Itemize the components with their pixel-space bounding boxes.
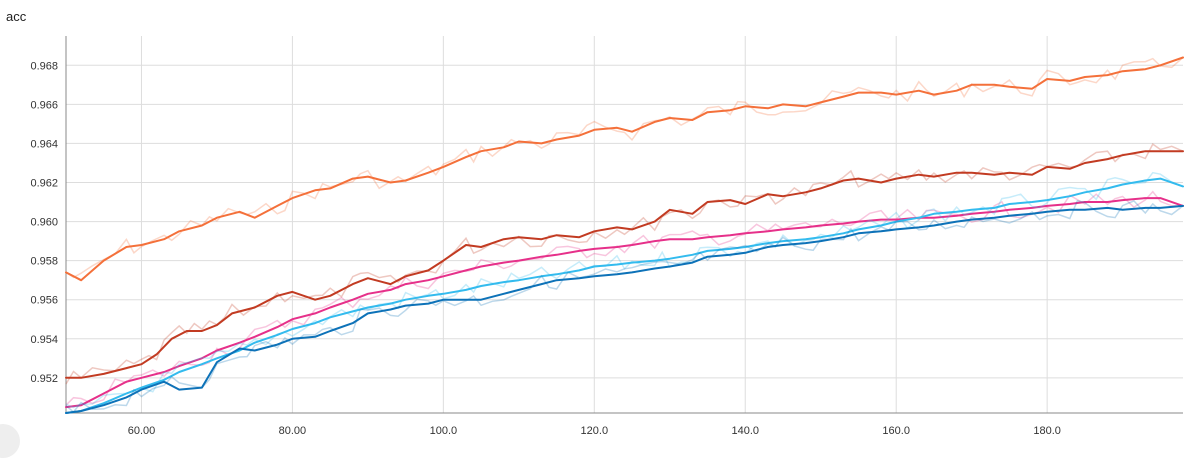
series-raw-line [65,190,1184,406]
series-raw-line [65,142,1184,385]
y-tick-label: 0.968 [30,60,58,72]
x-tick-label: 120.0 [581,425,609,437]
grid [66,36,1183,413]
series-line[interactable] [65,150,1184,379]
y-tick-label: 0.960 [30,217,58,229]
x-tick-labels: 60.00 80.00 100.0 120.0 140.0 160.0 180.0 [128,425,1061,437]
x-tick-label: 80.00 [279,425,307,437]
y-tick-label: 0.952 [30,373,58,385]
x-tick-label: 180.0 [1033,425,1061,437]
y-tick-labels: 0.952 0.954 0.956 0.958 0.960 0.962 0.964 0.966… [30,60,58,385]
series-line[interactable] [65,56,1184,282]
series-line[interactable] [65,177,1184,414]
x-tick-label: 60.00 [128,425,156,437]
y-tick-label: 0.964 [30,138,58,150]
chart-title: acc [6,9,27,24]
series-raw-line [65,171,1184,409]
series-line[interactable] [65,204,1184,414]
y-tick-label: 0.962 [30,178,58,190]
x-tick-label: 100.0 [430,425,458,437]
chart-plot[interactable]: 0.952 0.954 0.956 0.958 0.960 0.962 0.964 0.966… [0,0,1192,441]
series-group [65,56,1184,414]
y-tick-label: 0.956 [30,295,58,307]
series-raw-line [65,56,1184,279]
y-tick-label: 0.966 [30,99,58,111]
x-tick-label: 160.0 [882,425,910,437]
y-tick-label: 0.954 [30,334,58,346]
x-tick-label: 140.0 [731,425,759,437]
y-tick-label: 0.958 [30,256,58,268]
series-line[interactable] [65,197,1184,409]
